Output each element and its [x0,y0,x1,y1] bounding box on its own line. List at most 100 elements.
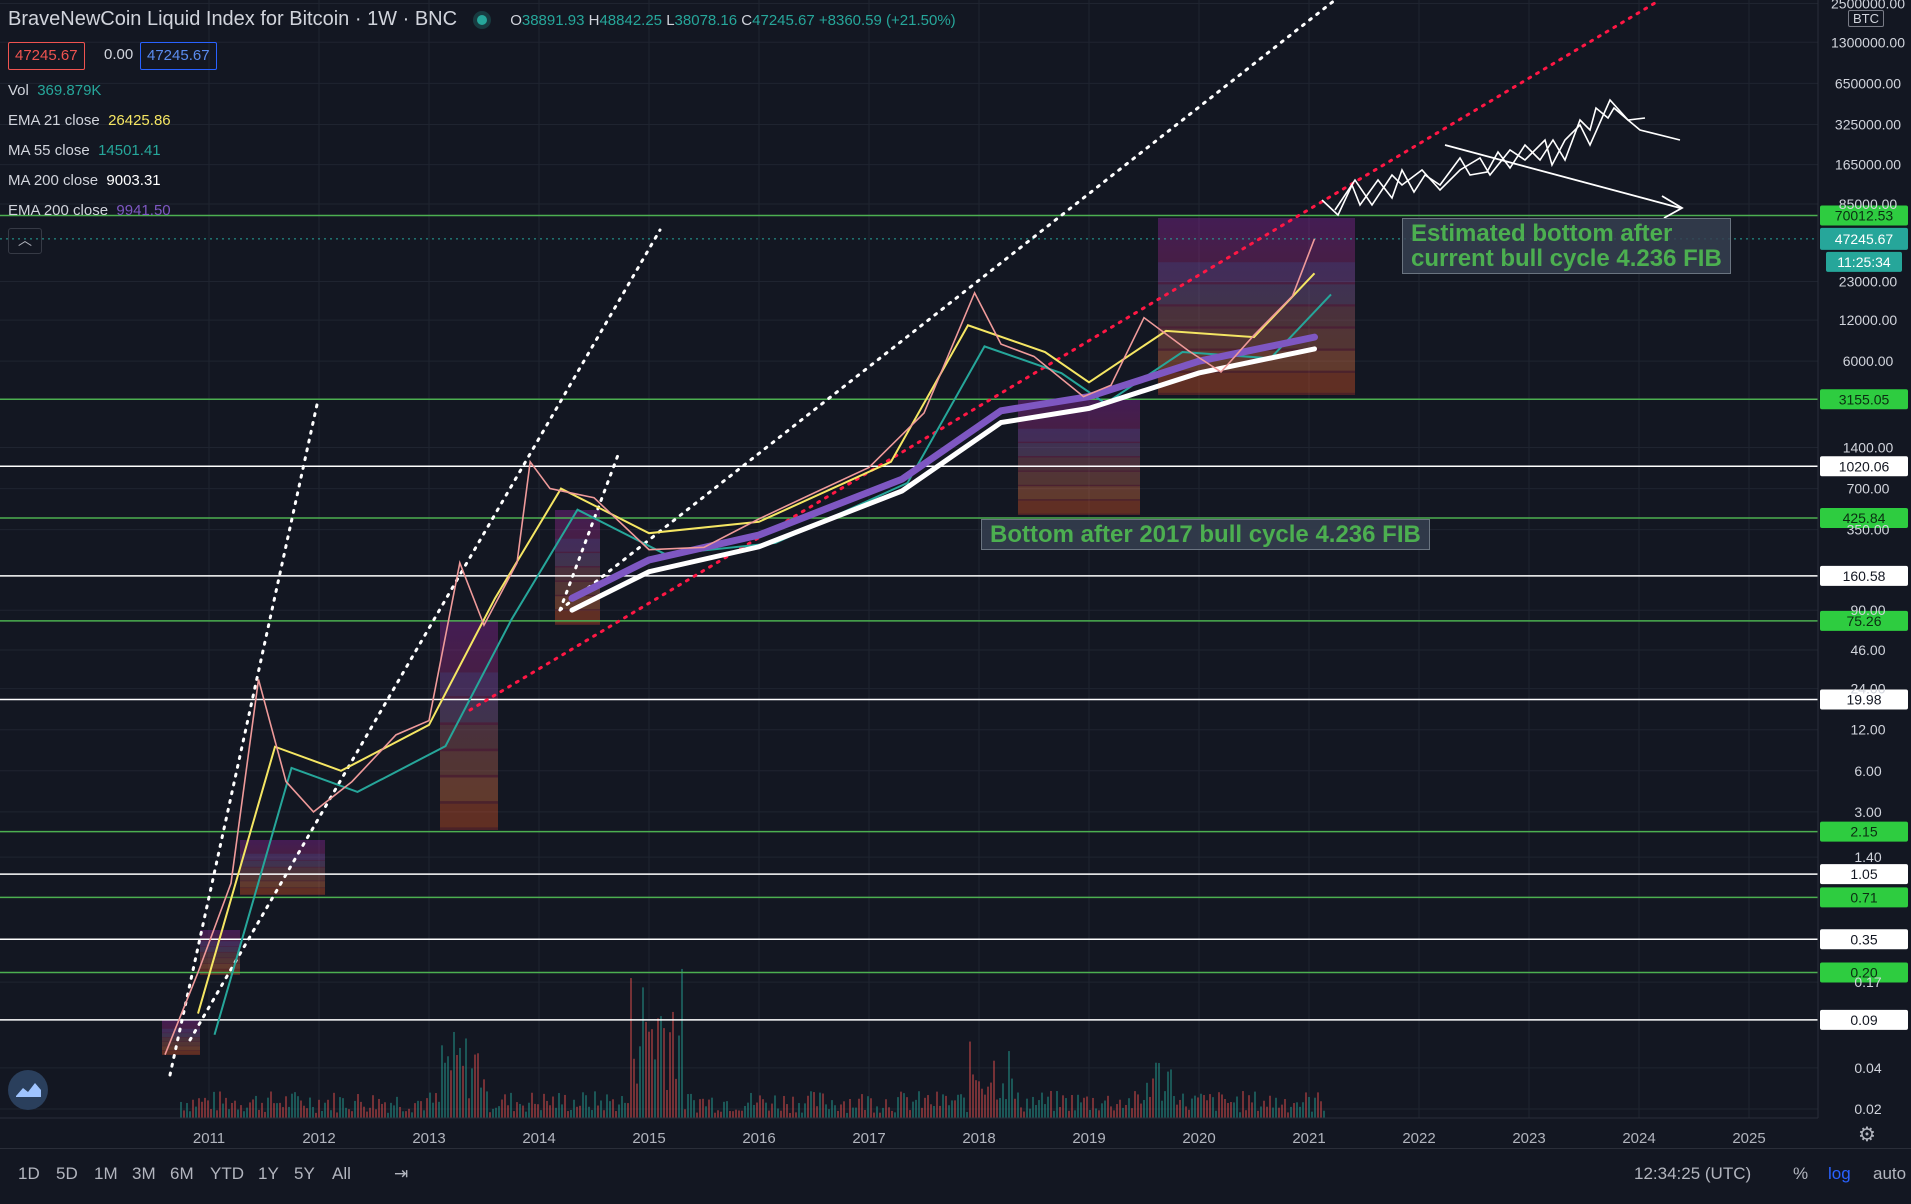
volume-bar [864,1109,866,1118]
annotation-2017-bottom[interactable]: Bottom after 2017 bull cycle 4.236 FIB [981,519,1430,550]
volume-bar [498,1106,500,1118]
timeframe-5y[interactable]: 5Y [294,1164,315,1183]
timeframe-all[interactable]: All [332,1164,351,1183]
indicator-ma200[interactable]: MA 200 close 9003.31 [8,172,161,189]
fib-band [440,672,498,697]
fib-band [1158,284,1355,305]
volume-bar [417,1100,419,1118]
utc-clock[interactable]: 12:34:25 (UTC) [1634,1164,1752,1183]
annotation-estimated-bottom[interactable]: Estimated bottom after current bull cycl… [1402,218,1731,274]
volume-bar [1026,1098,1028,1118]
y-tick-label: 24.00 [1850,681,1885,697]
volume-bar [555,1107,557,1118]
symbol-title[interactable]: BraveNewCoin Liquid Index for Bitcoin · … [8,8,458,30]
volume-bar [288,1106,290,1118]
timeframe-1d[interactable]: 1D [18,1164,40,1183]
timeframe-1m[interactable]: 1M [94,1164,118,1183]
timeframe-3m[interactable]: 3M [132,1164,156,1183]
projection-path [1321,98,1684,219]
date-range-icon[interactable]: ⇥ [394,1164,409,1183]
volume-bar [558,1093,560,1118]
auto-scale-toggle[interactable]: auto [1873,1164,1907,1183]
volume-bar [348,1109,350,1118]
volume-bar [204,1097,206,1118]
volume-bar [1197,1097,1199,1118]
volume-bar [501,1099,503,1118]
timeframe-1y[interactable]: 1Y [258,1164,279,1183]
timeframe-ytd[interactable]: YTD [210,1164,244,1183]
y-tick-label: 1.40 [1854,849,1881,865]
volume-bar [690,1093,692,1118]
volume-bar [1203,1095,1205,1118]
volume-bar [1017,1092,1019,1118]
volume-bar [525,1111,527,1118]
fib-band [555,567,600,581]
volume-bar [834,1105,836,1118]
timeframe-6m[interactable]: 6M [170,1164,194,1183]
volume-bar [516,1102,518,1118]
indicator-volume[interactable]: Vol 369.879K [8,82,101,99]
volume-bar [1065,1098,1067,1118]
volume-bar [825,1104,827,1118]
log-scale-toggle[interactable]: log [1828,1164,1851,1183]
volume-bar [672,1011,674,1118]
volume-bar [543,1093,545,1118]
y-tick-label: 3.00 [1854,804,1881,820]
volume-bar [891,1110,893,1118]
volume-bar [693,1100,695,1118]
volume-bar [249,1102,251,1118]
fib-band [240,874,325,881]
volume-bar [486,1091,488,1118]
volume-bar [846,1112,848,1118]
volume-bar [372,1095,374,1118]
settings-gear-icon[interactable]: ⚙ [1858,1124,1876,1146]
buy-price-box[interactable]: 47245.67 [140,42,217,70]
volume-bar [459,1047,461,1118]
volume-bar [1170,1069,1172,1118]
volume-bar [1263,1100,1265,1118]
volume-bar [396,1096,398,1118]
fib-band [440,803,498,828]
volume-bar [390,1102,392,1118]
volume-bar [261,1102,263,1118]
percent-scale-toggle[interactable]: % [1793,1164,1809,1183]
y-tick-label: 0.02 [1854,1101,1881,1117]
collapse-indicators-button[interactable]: ︿ [8,228,42,254]
volume-bar [1239,1112,1241,1118]
sell-price-box[interactable]: 47245.67 [8,42,85,70]
volume-bar [600,1100,602,1118]
indicator-ma55[interactable]: MA 55 close 14501.41 [8,142,161,159]
ema200-line [568,333,1318,602]
volume-bar [225,1097,227,1118]
volume-bar [603,1110,605,1118]
volume-bar [1182,1093,1184,1118]
indicator-ema200[interactable]: EMA 200 close 9941.50 [8,202,171,219]
indicator-ema21[interactable]: EMA 21 close 26425.86 [8,112,171,129]
ma200-line [569,346,1317,613]
volume-bar [762,1099,764,1118]
volume-bar [768,1110,770,1118]
volume-bar [570,1109,572,1118]
volume-bar [378,1098,380,1118]
volume-bar [183,1110,185,1118]
level-price-label: 19.98 [1846,691,1881,707]
volume-bar [192,1099,194,1118]
volume-bar [900,1091,902,1118]
volume-bar [216,1110,218,1118]
tradingview-logo-icon[interactable] [8,1070,48,1110]
volume-bar [657,1018,659,1118]
volume-bar [1128,1098,1130,1118]
volume-bar [1041,1092,1043,1118]
volume-bar [300,1100,302,1118]
volume-bar [1248,1095,1250,1118]
volume-bar [186,1103,188,1118]
volume-bar [471,1068,473,1118]
level-price-tag [1820,456,1908,477]
volume-bar [1140,1103,1142,1118]
timeframe-5d[interactable]: 5D [56,1164,78,1183]
level-price-tag [1820,610,1908,631]
volume-bar [1104,1100,1106,1118]
volume-bar [930,1104,932,1118]
chevron-up-icon: ︿ [18,232,32,248]
